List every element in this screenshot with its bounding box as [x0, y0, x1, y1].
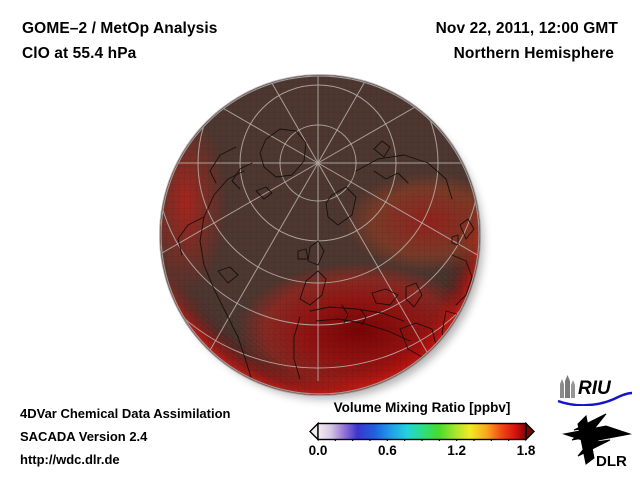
- riu-wave-icon: [557, 391, 633, 407]
- region-label: Northern Hemisphere: [453, 45, 614, 62]
- riu-tower-icon: [560, 375, 575, 398]
- colorbar-gradient: [317, 422, 527, 441]
- website-url[interactable]: http://wdc.dlr.de: [20, 452, 120, 467]
- colorbar-strip: [302, 422, 542, 441]
- clo-maximum-patches: [160, 75, 480, 395]
- limb-shading: [160, 75, 480, 395]
- header-right-block: Nov 22, 2011, 12:00 GMT Northern Hemisph…: [288, 16, 618, 66]
- colorbar-title: Volume Mixing Ratio [ppbv]: [333, 400, 511, 415]
- riu-wordmark: RIU: [578, 378, 612, 399]
- globe-disc: [160, 75, 480, 395]
- riu-logo: RIU: [556, 374, 634, 407]
- colorbar-tick-label: 1.2: [447, 443, 467, 458]
- datetime-label: Nov 22, 2011, 12:00 GMT: [435, 20, 618, 37]
- colorbar-tick-label: 0.0: [308, 443, 328, 458]
- colorbar-tick-label: 0.6: [377, 443, 397, 458]
- species-level-title: ClO at 55.4 hPa: [22, 45, 137, 62]
- dlr-wordmark: DLR: [596, 453, 627, 470]
- coastlines: [177, 128, 475, 394]
- version-label: SACADA Version 2.4: [20, 429, 148, 444]
- colorbar: Volume Mixing Ratio [ppbv] 0.0 0.6 1.2 1.8: [302, 399, 542, 461]
- dlr-logo: DLR: [560, 412, 634, 470]
- colorbar-ticks: [334, 439, 510, 441]
- globe-overlay-svg: [160, 75, 480, 395]
- colorbar-tick-label: 1.8: [516, 443, 536, 458]
- instrument-title: GOME–2 / MetOp Analysis: [22, 20, 218, 37]
- footer-left-block: 4DVar Chemical Data Assimilation SACADA …: [20, 402, 231, 471]
- header-left-block: GOME–2 / MetOp Analysis ClO at 55.4 hPa: [22, 16, 352, 66]
- colorbar-low-arrow-cap: [309, 422, 319, 441]
- colorbar-high-arrow-cap: [525, 422, 535, 441]
- colorbar-tick-labels: 0.0 0.6 1.2 1.8: [302, 443, 542, 461]
- globe-limb: [160, 75, 480, 395]
- dlr-star-icon: [562, 413, 632, 465]
- globe-map: [160, 75, 480, 395]
- retrieval-grid-cells: [160, 75, 480, 395]
- method-label: 4DVar Chemical Data Assimilation: [20, 406, 231, 421]
